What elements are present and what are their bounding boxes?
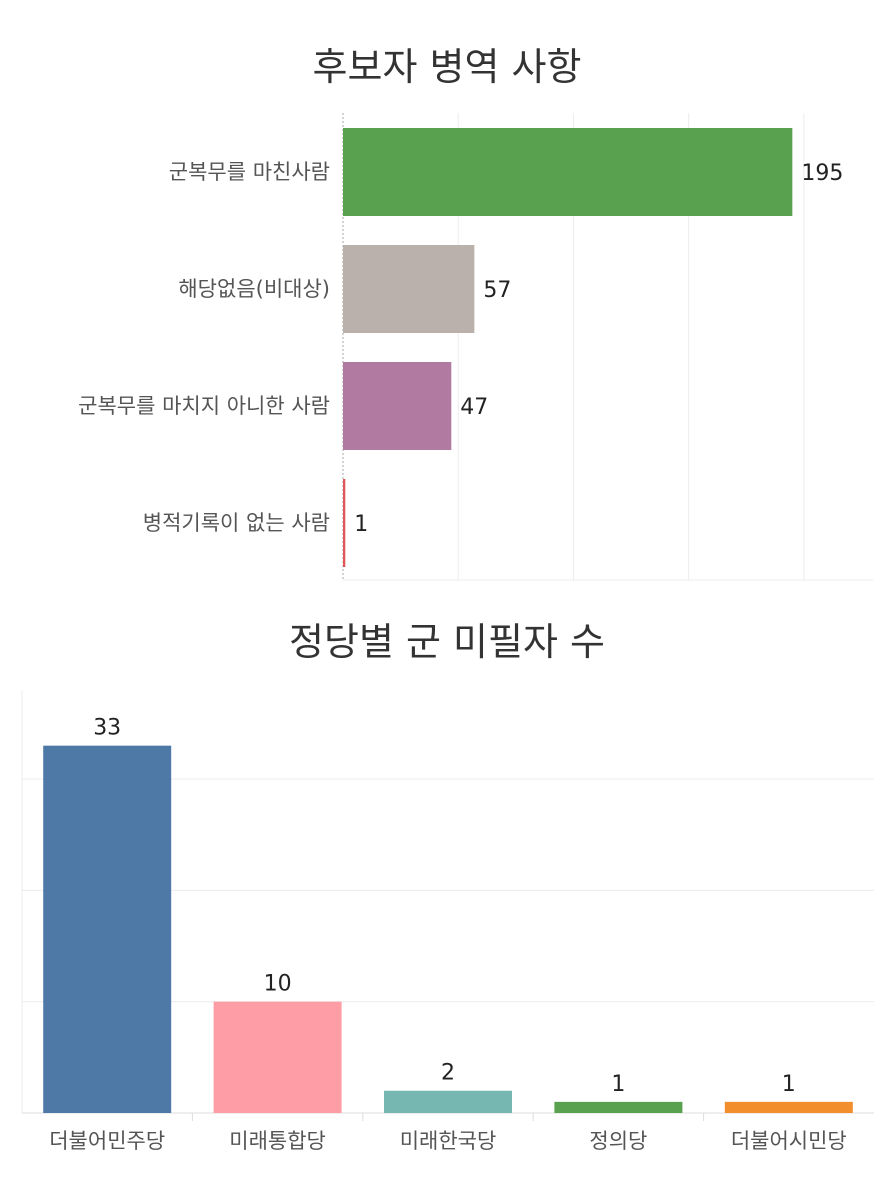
chart1-category-label: 군복무를 마치지 아니한 사람 xyxy=(78,394,330,418)
chart2-value-label: 10 xyxy=(264,972,292,997)
chart1-title: 후보자 병역 사항 xyxy=(313,45,582,89)
chart2-category-labels: 더불어민주당 미래통합당 미래한국당 정의당 더불어시민당 xyxy=(49,1129,847,1153)
chart2-bar xyxy=(43,745,172,1113)
chart2-category-label: 정의당 xyxy=(589,1129,647,1153)
chart1-value-label: 57 xyxy=(483,278,511,303)
chart2-bar xyxy=(384,1090,512,1113)
chart1-category-label: 병적기록이 없는 사람 xyxy=(143,511,330,535)
chart2-value-label: 1 xyxy=(611,1072,625,1097)
chart2-value-labels: 33 10 2 1 1 xyxy=(93,716,796,1097)
chart2-bar xyxy=(724,1101,853,1113)
chart2-value-label: 33 xyxy=(93,716,121,741)
chart2-title: 정당별 군 미필자 수 xyxy=(289,620,605,664)
party-unserved-chart: 정당별 군 미필자 수 더불어민주당 미래통합당 미래한국당 정의당 더불어시민당 33… xyxy=(21,620,874,1153)
chart1-bar xyxy=(343,245,475,333)
chart2-value-label: 2 xyxy=(441,1061,455,1086)
chart1-value-label: 1 xyxy=(354,512,368,537)
chart1-bar xyxy=(343,362,452,450)
chart1-value-labels: 195 57 47 1 xyxy=(354,161,843,537)
chart1-value-label: 47 xyxy=(460,395,488,420)
chart2-category-label: 미래통합당 xyxy=(229,1129,326,1153)
chart2-bar xyxy=(213,1001,342,1113)
chart2-bar xyxy=(554,1101,683,1113)
chart2-value-label: 1 xyxy=(782,1072,796,1097)
chart1-bars xyxy=(343,128,793,567)
chart1-category-label: 군복무를 마친사람 xyxy=(169,160,330,184)
chart1-value-label: 195 xyxy=(801,161,843,186)
chart2-category-label: 더불어시민당 xyxy=(731,1129,847,1153)
chart1-category-label: 해당없음(비대상) xyxy=(178,277,330,301)
chart1-bar xyxy=(343,479,346,567)
chart2-category-label: 미래한국당 xyxy=(400,1129,497,1153)
chart1-bar xyxy=(343,128,793,216)
chart2-category-label: 더불어민주당 xyxy=(49,1129,165,1153)
chart2-bars xyxy=(43,745,853,1113)
